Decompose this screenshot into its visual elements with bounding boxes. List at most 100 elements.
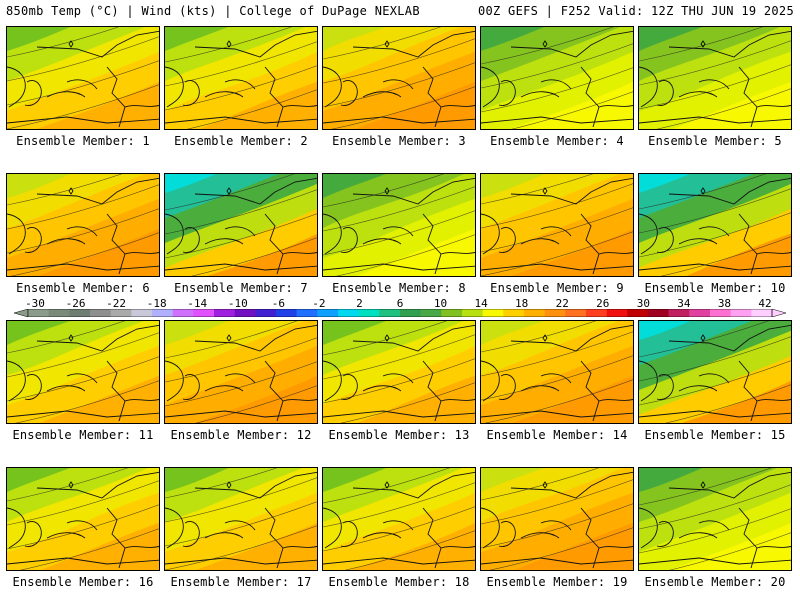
ensemble-member-map (480, 173, 634, 277)
location-marker-icon (542, 40, 548, 48)
temperature-band (639, 174, 690, 193)
temperature-band (323, 321, 387, 345)
map-boundary-line (668, 324, 791, 352)
map-boundary-line (352, 30, 475, 58)
colorbar-segment (524, 309, 545, 317)
colorbar-segment (48, 309, 70, 317)
wind-streamline (7, 321, 126, 354)
colorbar-tick-label: 34 (677, 297, 691, 310)
map-boundary-line (194, 30, 317, 58)
ensemble-member-map (480, 467, 634, 571)
colorbar-segment (441, 309, 463, 317)
wind-streamline (7, 504, 159, 550)
wind-streamline (7, 60, 159, 106)
map-boundary-line (422, 507, 442, 569)
wind-streamline (639, 508, 791, 554)
wind-streamline (7, 208, 159, 254)
temperature-band (323, 174, 464, 228)
map-boundary-line (46, 238, 86, 245)
map-boundary-line (440, 545, 475, 549)
colorbar-segment (131, 309, 153, 317)
ensemble-member-label: Ensemble Member: 9 (490, 281, 624, 295)
location-marker-icon (700, 481, 706, 489)
map-boundary-line (124, 545, 159, 549)
map-boundary-line (440, 251, 475, 255)
ensemble-member-map (164, 26, 318, 130)
colorbar-segment (462, 309, 483, 317)
map-boundary-line (165, 360, 184, 402)
wind-streamline (323, 27, 442, 60)
ensemble-member-label: Ensemble Member: 1 (16, 134, 150, 148)
map-boundary-line (668, 30, 791, 58)
ensemble-member-label: Ensemble Member: 11 (12, 428, 154, 442)
temperature-band (7, 27, 71, 51)
colorbar-segment (751, 309, 773, 317)
map-boundary-line (362, 532, 402, 539)
ensemble-member-label: Ensemble Member: 20 (644, 575, 786, 589)
location-marker-icon (384, 187, 390, 195)
ensemble-member-map (480, 26, 634, 130)
ensemble-member-label: Ensemble Member: 16 (12, 575, 154, 589)
map-boundary-line (639, 116, 791, 124)
temperature-band (481, 174, 620, 228)
temperature-band (481, 27, 621, 81)
location-marker-icon (226, 40, 232, 48)
location-marker-icon (542, 187, 548, 195)
ensemble-member-label: Ensemble Member: 3 (332, 134, 466, 148)
wind-streamline (481, 67, 633, 113)
wind-streamline (484, 379, 633, 423)
location-marker-icon (384, 334, 390, 342)
map-boundary-line (204, 532, 244, 539)
wind-streamline (7, 332, 159, 378)
map-boundary-line (580, 213, 600, 275)
wind-streamline (511, 91, 633, 129)
wind-streamline (323, 482, 475, 528)
colorbar-segment (152, 309, 173, 317)
map-boundary-line (481, 360, 500, 402)
map-boundary-line (422, 213, 442, 275)
map-boundary-line (598, 545, 633, 549)
map-boundary-line (639, 360, 658, 402)
temperature-band (639, 27, 703, 51)
map-boundary-line (24, 227, 42, 253)
map-boundary-line (194, 177, 317, 205)
map-boundary-line (340, 227, 358, 253)
temperature-band (165, 27, 229, 51)
temperature-band (639, 321, 691, 340)
wind-streamline (165, 65, 317, 111)
wind-streamline (639, 360, 791, 406)
wind-streamline (7, 36, 159, 82)
ensemble-member-label: Ensemble Member: 13 (328, 428, 470, 442)
wind-streamline (165, 174, 295, 211)
ensemble-member-map (6, 467, 160, 571)
map-boundary-line (756, 251, 791, 255)
colorbar-tick-label: 42 (758, 297, 772, 310)
wind-streamline (165, 321, 298, 359)
ensemble-member-map (164, 173, 318, 277)
ensemble-member-map (638, 173, 792, 277)
map-boundary-line (204, 385, 244, 392)
colorbar-segment (648, 309, 669, 317)
map-boundary-line (204, 238, 244, 245)
location-marker-icon (226, 187, 232, 195)
wind-streamline (323, 174, 445, 208)
temperature-band (7, 174, 71, 198)
temperature-band (165, 174, 217, 193)
colorbar-segment (730, 309, 752, 317)
map-boundary-line (698, 373, 730, 384)
wind-streamline (481, 43, 633, 89)
wind-streamline (639, 27, 764, 62)
map-boundary-line (36, 30, 159, 58)
map-boundary-line (24, 80, 42, 106)
location-marker-icon (226, 334, 232, 342)
location-marker-icon (700, 187, 706, 195)
colorbar-segment (606, 309, 628, 317)
wind-streamline (660, 236, 791, 276)
wind-streamline (481, 183, 633, 229)
ensemble-member-map (322, 26, 476, 130)
map-boundary-line (194, 471, 317, 499)
map-boundary-line (106, 66, 126, 128)
temperature-band (323, 468, 387, 492)
map-boundary-line (440, 104, 475, 108)
map-boundary-line (540, 373, 572, 384)
